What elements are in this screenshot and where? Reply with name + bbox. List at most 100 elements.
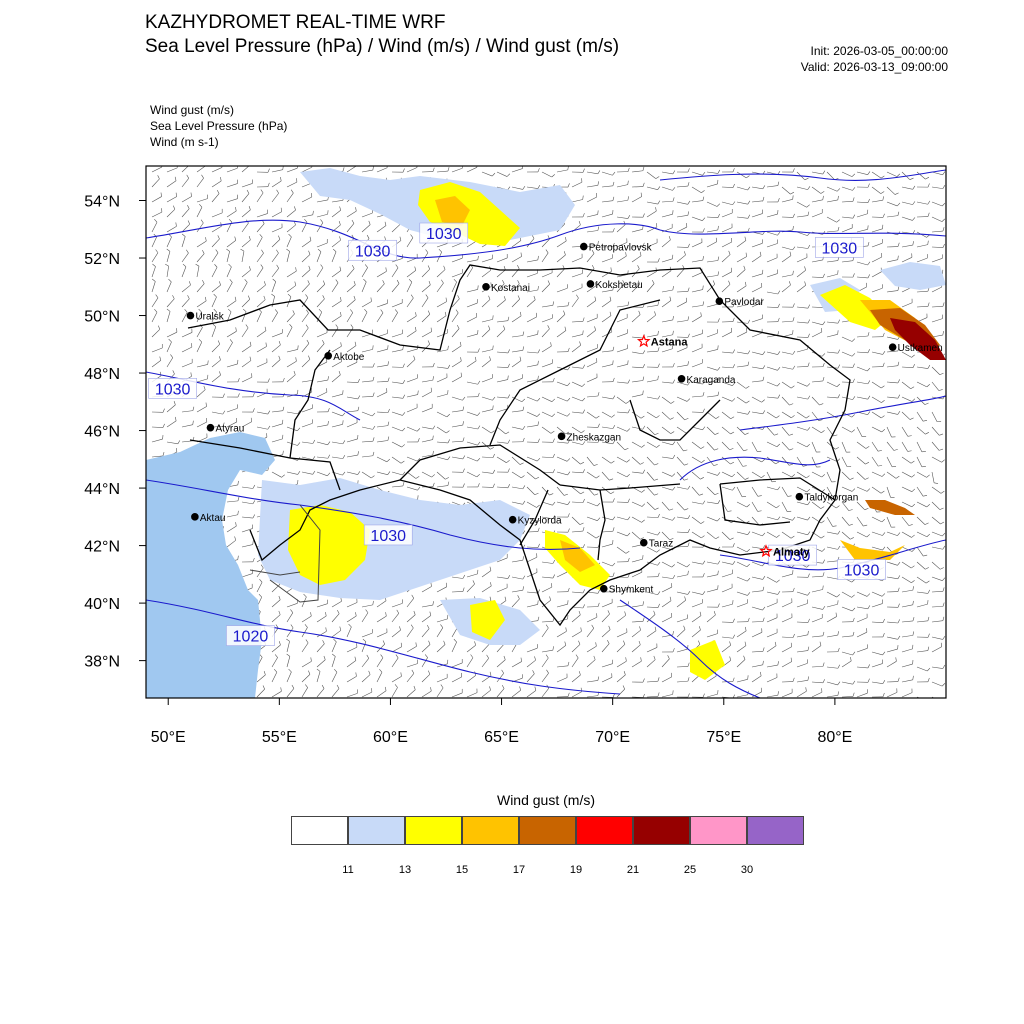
gust-area-light xyxy=(880,262,946,290)
colorbar-label: 30 xyxy=(740,864,754,876)
map-background xyxy=(146,166,946,698)
lat-tick-label: 48°N xyxy=(84,366,120,383)
isobar-label: 1030 xyxy=(822,240,858,257)
city-label: Aktobe xyxy=(333,352,365,363)
city-label: Ustkamen xyxy=(898,343,943,354)
gust-area-orange xyxy=(560,540,595,572)
colorbar-label: 15 xyxy=(455,864,469,876)
city-label: Aktau xyxy=(200,513,226,524)
gust-area-yellow xyxy=(470,600,505,640)
isobar-label: 1030 xyxy=(775,548,811,565)
city-label: Kyzylorda xyxy=(518,516,562,527)
isobar-label-box xyxy=(363,524,413,546)
isobar-label: 1030 xyxy=(355,243,391,260)
outer-borders xyxy=(249,504,321,603)
colorbar-swatch xyxy=(690,816,747,845)
isobar-label: 1020 xyxy=(233,629,269,646)
capital-star-icon xyxy=(636,334,651,348)
colorbar-label: 17 xyxy=(512,864,526,876)
colorbar-label: 21 xyxy=(626,864,640,876)
gust-area-brown xyxy=(865,500,915,515)
lon-tick-label: 50°E xyxy=(151,729,186,746)
city-markers: Petropavlovsk Kostanai Kokshetau Pavlodar Ur… xyxy=(186,242,943,596)
isobar-label-box xyxy=(419,222,469,244)
city-label: Uralsk xyxy=(195,312,224,323)
city-label: Petropavlovsk xyxy=(589,243,653,254)
lat-tick-label: 44°N xyxy=(84,481,120,498)
gust-area-yellow xyxy=(820,285,890,330)
colorbar-swatch xyxy=(633,816,690,845)
colorbar-swatch xyxy=(291,816,348,845)
chart-subtitle: Sea Level Pressure (hPa) / Wind (m/s) / … xyxy=(145,36,620,57)
isobar-label: 1030 xyxy=(155,381,191,398)
city-label: Shymkent xyxy=(609,585,654,596)
isobar-label-box xyxy=(837,559,886,580)
isobar-label-box xyxy=(148,378,197,399)
city-label: Karaganda xyxy=(687,375,736,386)
isobar-label-box xyxy=(226,625,275,646)
colorbar-label: 25 xyxy=(683,864,697,876)
gust-area-yellow xyxy=(690,640,725,680)
lat-tick-label: 50°N xyxy=(84,309,120,326)
colorbar-swatch xyxy=(348,816,405,845)
city-dot-icon xyxy=(579,242,588,251)
lat-tick-label: 46°N xyxy=(84,424,120,441)
colorbar-label: 13 xyxy=(398,864,412,876)
gust-area-darkred xyxy=(890,318,946,360)
valid-time: Valid: 2026-03-13_09:00:00 xyxy=(800,60,948,74)
city-dot-icon xyxy=(191,513,199,521)
gust-area-orange xyxy=(435,196,470,226)
colorbar-label: 11 xyxy=(342,864,354,876)
city-dot-icon xyxy=(586,280,595,288)
lon-tick-label: 70°E xyxy=(595,729,630,746)
city-dot-icon xyxy=(888,343,897,351)
city-label: Atyrau xyxy=(215,424,244,435)
isobar-label-box xyxy=(348,239,397,261)
lat-tick-label: 42°N xyxy=(84,539,120,556)
city-label: Almaty xyxy=(773,546,811,558)
city-label: Kokshetau xyxy=(595,280,642,291)
colorbar-swatch xyxy=(747,816,804,845)
isobar-label: 1030 xyxy=(426,226,462,243)
city-label: Pavlodar xyxy=(724,297,764,308)
lon-tick-label: 55°E xyxy=(262,729,297,746)
lat-tick-label: 52°N xyxy=(84,251,120,268)
city-dot-icon xyxy=(557,432,566,441)
city-dot-icon xyxy=(206,423,215,432)
colorbar-swatch xyxy=(462,816,519,845)
city-label: Kostanai xyxy=(491,283,530,294)
isobar-label: 1030 xyxy=(844,562,880,579)
borders xyxy=(187,264,851,627)
city-label: Taraz xyxy=(649,539,673,550)
gust-area-yellow xyxy=(418,182,520,246)
colorbar-swatch xyxy=(405,816,462,845)
city-dot-icon xyxy=(186,311,195,320)
colorbar-title: Wind gust (m/s) xyxy=(496,792,595,808)
lon-tick-label: 75°E xyxy=(706,729,741,746)
lon-tick-label: 80°E xyxy=(817,729,852,746)
isobar-label-box xyxy=(815,237,864,258)
lat-tick-label: 38°N xyxy=(84,654,120,671)
city-dot-icon xyxy=(508,515,517,524)
city-dot-icon xyxy=(677,375,686,383)
colorbar-swatch xyxy=(576,816,633,845)
city-dot-icon xyxy=(639,538,648,547)
field-label-slp: Sea Level Pressure (hPa) xyxy=(150,119,288,133)
chart-title: KAZHYDROMET REAL-TIME WRF xyxy=(145,12,446,33)
axis-ticks: 54°N 52°N 50°N 48°N 46°N 44°N 42°N 40°N 38°N 50°E… xyxy=(84,194,852,746)
isobar-labels: 1030 1030 1030 1030 1030 1030 1030 1020 xyxy=(148,222,886,646)
colorbar-label: 19 xyxy=(569,864,583,876)
wind-barbs xyxy=(151,166,946,698)
city-dot-icon xyxy=(482,282,490,291)
city-label: Taldykorgan xyxy=(804,493,858,504)
lat-tick-label: 54°N xyxy=(84,194,120,211)
city-dot-icon xyxy=(324,351,333,360)
capital-star-icon xyxy=(759,544,773,558)
gust-area-yellow xyxy=(288,505,370,585)
lon-tick-label: 60°E xyxy=(373,729,408,746)
field-label-wind: Wind (m s-1) xyxy=(150,135,219,149)
gust-area-orange xyxy=(840,540,905,560)
lon-tick-label: 65°E xyxy=(484,729,519,746)
city-label: Zheskazgan xyxy=(567,432,621,443)
